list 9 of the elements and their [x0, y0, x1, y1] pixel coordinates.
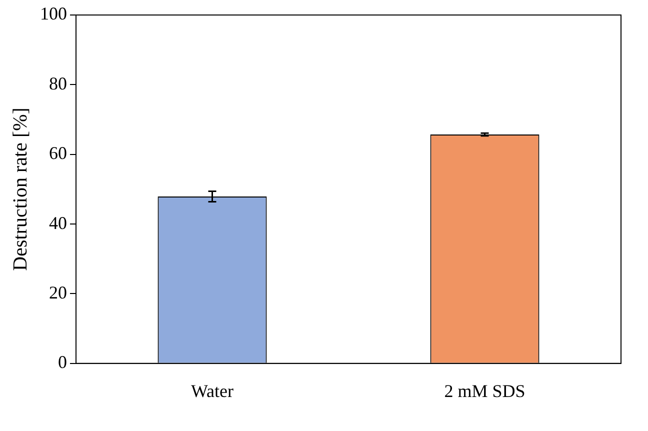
- y-tick-label: 60: [49, 143, 67, 164]
- x-tick-label: 2 mM SDS: [444, 380, 526, 401]
- y-tick-label: 20: [49, 282, 67, 302]
- y-tick-label: 40: [49, 212, 67, 233]
- y-tick-label: 0: [58, 352, 67, 372]
- y-axis-title: Destruction rate [%]: [9, 108, 32, 271]
- y-tick-label: 100: [40, 4, 67, 24]
- x-tick-label: Water: [190, 380, 234, 401]
- y-tick-label: 80: [49, 73, 67, 94]
